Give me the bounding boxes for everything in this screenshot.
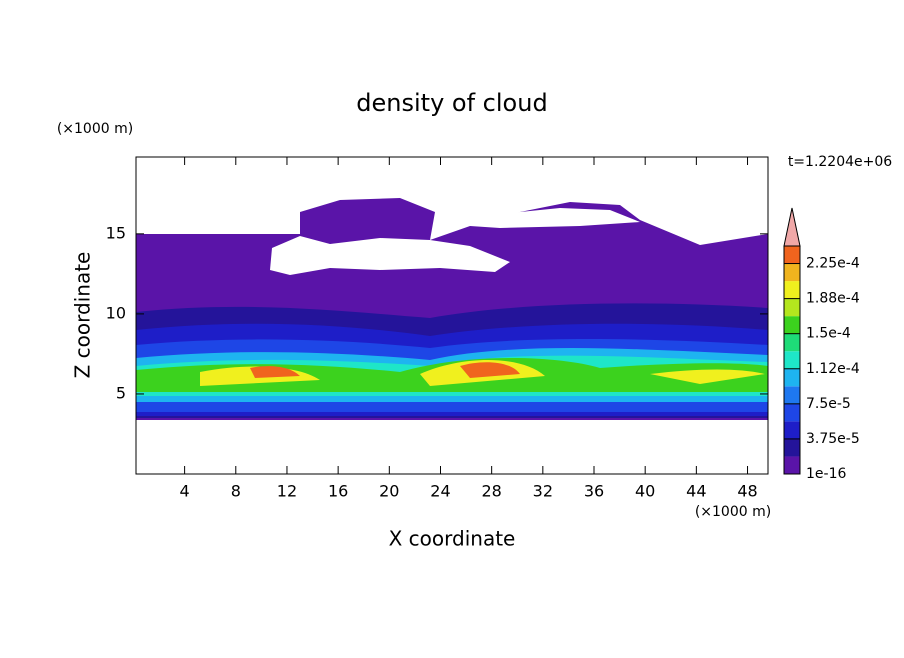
x-tick-label: 48 — [737, 482, 757, 501]
x-tick-label: 44 — [686, 482, 706, 501]
contour-hole — [270, 236, 510, 275]
y-unit: (×1000 m) — [57, 121, 133, 137]
colorbar-band — [784, 263, 800, 282]
colorbar-band — [784, 298, 800, 317]
colorbar-band — [784, 386, 800, 404]
x-tick-label: 28 — [481, 482, 501, 501]
x-tick-label: 12 — [277, 482, 297, 501]
colorbar-band — [784, 351, 800, 369]
x-tick-label: 32 — [533, 482, 553, 501]
colorbar-band — [784, 246, 800, 264]
colorbar-band — [784, 438, 800, 457]
chart-title: density of cloud — [356, 89, 547, 117]
y-tick-label: 15 — [106, 223, 126, 242]
x-tick-label: 16 — [328, 482, 348, 501]
y-axis-label: Z coordinate — [71, 252, 95, 379]
colorbar-extend — [783, 207, 801, 247]
contour-field — [136, 198, 768, 420]
y-tick-label: 5 — [116, 383, 126, 402]
colorbar-band — [784, 316, 800, 334]
colorbar-band — [784, 368, 800, 387]
colorbar-label: 7.5e-5 — [806, 396, 851, 412]
colorbar-band — [784, 333, 800, 352]
x-tick-label: 36 — [584, 482, 604, 501]
x-axis-label: X coordinate — [389, 527, 516, 551]
colorbar-label: 1.5e-4 — [806, 326, 851, 342]
colorbar-label: 1.88e-4 — [806, 291, 860, 307]
colorbar-band — [784, 421, 800, 439]
time-label: t=1.2204e+06 — [788, 154, 892, 170]
colorbar-label: 1.12e-4 — [806, 361, 860, 377]
y-tick-label: 10 — [106, 303, 126, 322]
plot-frame — [135, 156, 769, 475]
contour-hole — [440, 208, 640, 228]
x-tick-label: 20 — [379, 482, 399, 501]
colorbar-label: 2.25e-4 — [806, 256, 860, 272]
contour-fill — [250, 362, 520, 378]
x-unit: (×1000 m) — [695, 504, 771, 520]
colorbar-band — [784, 403, 800, 422]
x-tick-label: 24 — [430, 482, 450, 501]
x-tick-label: 8 — [231, 482, 241, 501]
colorbar-band — [784, 456, 800, 474]
colorbar-label: 3.75e-5 — [806, 431, 860, 447]
colorbar-band — [784, 281, 800, 299]
colorbar-label: 1e-16 — [806, 466, 846, 482]
x-tick-label: 40 — [635, 482, 655, 501]
x-tick-label: 4 — [180, 482, 190, 501]
